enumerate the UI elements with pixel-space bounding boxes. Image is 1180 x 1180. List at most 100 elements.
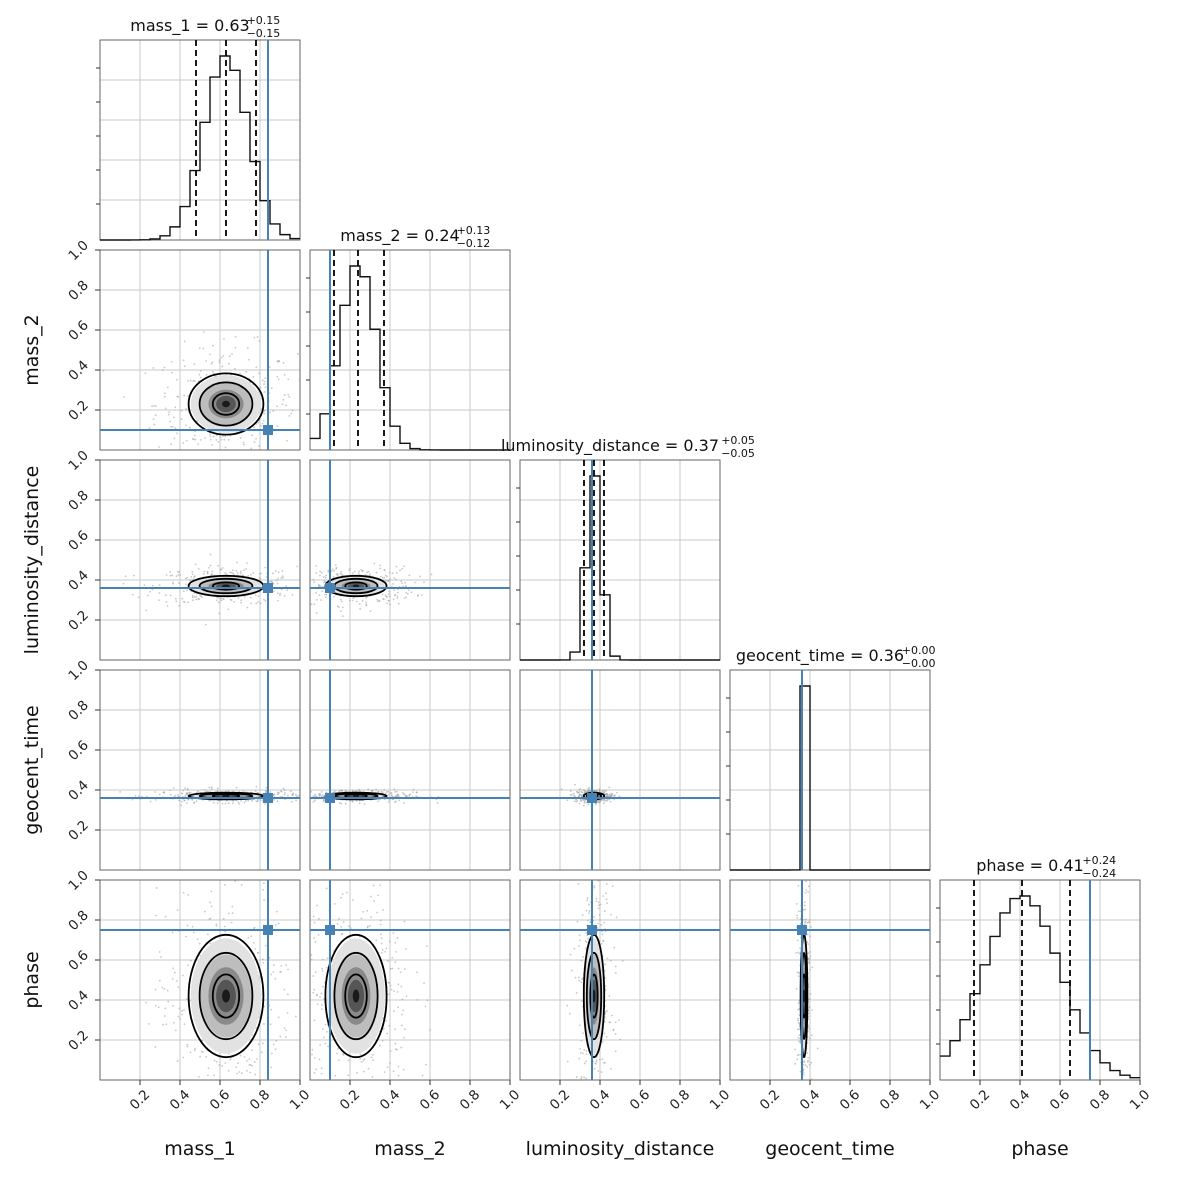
x-tick-label: 0.8 <box>457 1087 484 1114</box>
sample-point <box>379 567 382 570</box>
sample-point <box>322 1028 324 1030</box>
sample-point <box>602 798 605 801</box>
sample-point <box>597 922 600 925</box>
sample-point <box>236 571 239 574</box>
sample-point <box>379 575 382 578</box>
sample-point <box>436 802 439 804</box>
sample-point <box>610 794 613 797</box>
sample-point <box>380 791 383 793</box>
sample-point <box>406 593 409 595</box>
sample-point <box>158 584 161 586</box>
sample-point <box>585 1053 588 1056</box>
sample-point <box>158 446 161 448</box>
sample-point <box>421 1074 424 1077</box>
sample-point <box>403 1036 405 1039</box>
truth-marker <box>587 925 597 935</box>
sample-point <box>199 1055 202 1058</box>
sample-point <box>208 786 211 789</box>
x-ticks-mass_1: 0.2 0.4 0.6 0.8 1.0 <box>127 1080 313 1113</box>
sample-point <box>242 441 245 444</box>
sample-point <box>376 598 379 601</box>
sample-point <box>385 1019 388 1022</box>
sample-point <box>393 577 396 579</box>
sample-point <box>593 1053 596 1056</box>
sample-point <box>798 1028 801 1031</box>
sample-point <box>172 787 175 789</box>
sample-point <box>245 562 248 564</box>
sample-point <box>313 794 316 797</box>
sample-point <box>322 1036 325 1039</box>
sample-point <box>169 571 172 573</box>
sample-point <box>397 602 400 605</box>
sample-point <box>377 600 379 603</box>
sample-point <box>215 438 218 441</box>
sample-point <box>803 923 806 926</box>
sample-point <box>279 594 281 597</box>
sample-point <box>263 899 266 901</box>
sample-point <box>804 891 807 894</box>
sample-point <box>198 942 201 945</box>
sample-point <box>183 1023 186 1025</box>
sample-point <box>209 353 212 356</box>
x-tick-label: 0.6 <box>627 1087 654 1114</box>
sample-point <box>386 602 388 605</box>
sample-point <box>165 600 168 603</box>
sample-point <box>229 355 231 357</box>
sample-point <box>587 789 590 792</box>
sample-point <box>247 936 250 939</box>
title-main: phase = 0.41 <box>976 856 1083 875</box>
sample-point <box>270 580 273 583</box>
y-ticks-phase: 0.2 0.4 0.6 0.8 1.0 <box>65 867 100 1054</box>
sample-point <box>400 580 403 583</box>
sample-point <box>200 1050 203 1053</box>
sample-point <box>231 802 234 805</box>
sample-point <box>608 995 611 998</box>
sample-point <box>311 1053 313 1056</box>
sample-point <box>388 571 391 574</box>
sample-point <box>569 790 572 792</box>
sample-point <box>177 395 180 398</box>
sample-point <box>316 904 319 907</box>
sample-point <box>341 893 344 895</box>
sample-point <box>598 919 601 921</box>
sample-point <box>375 788 378 791</box>
x-tick-label: 0.4 <box>1007 1087 1034 1114</box>
sample-point <box>798 952 801 955</box>
sample-point <box>367 570 370 573</box>
density-level <box>352 989 360 1003</box>
sample-point <box>581 914 584 917</box>
sample-point <box>407 589 410 592</box>
sample-point <box>426 999 429 1002</box>
y-tick-label: 0.2 <box>65 397 92 424</box>
sample-point <box>379 1044 381 1047</box>
sample-point <box>400 1024 403 1027</box>
sample-point <box>337 1047 339 1050</box>
contour-line <box>344 581 368 591</box>
sample-point <box>264 386 267 389</box>
sample-point <box>240 884 243 886</box>
sample-point <box>310 958 313 961</box>
sample-point <box>185 583 187 586</box>
sample-point <box>320 1072 323 1075</box>
sample-point <box>604 985 607 988</box>
sample-point <box>381 949 384 951</box>
sample-point <box>153 404 155 407</box>
x-ticks-geocent_time: 0.2 0.4 0.6 0.8 1.0 <box>757 1080 943 1113</box>
sample-point <box>187 893 190 896</box>
sample-point <box>238 1071 241 1073</box>
sample-point <box>340 600 343 603</box>
sample-point <box>171 425 174 428</box>
sample-point <box>209 564 212 567</box>
sample-point <box>321 970 324 972</box>
sample-point <box>279 592 282 595</box>
sample-point <box>191 573 194 576</box>
sample-point <box>606 792 608 795</box>
sample-point <box>808 998 811 1000</box>
hist-panel-phase <box>936 879 1141 1081</box>
sample-point <box>396 991 399 993</box>
sample-point <box>216 802 219 804</box>
sample-point <box>321 1008 323 1011</box>
y-tick-label: 0.4 <box>65 567 92 594</box>
sample-point <box>573 947 576 950</box>
sample-point <box>797 1017 799 1020</box>
